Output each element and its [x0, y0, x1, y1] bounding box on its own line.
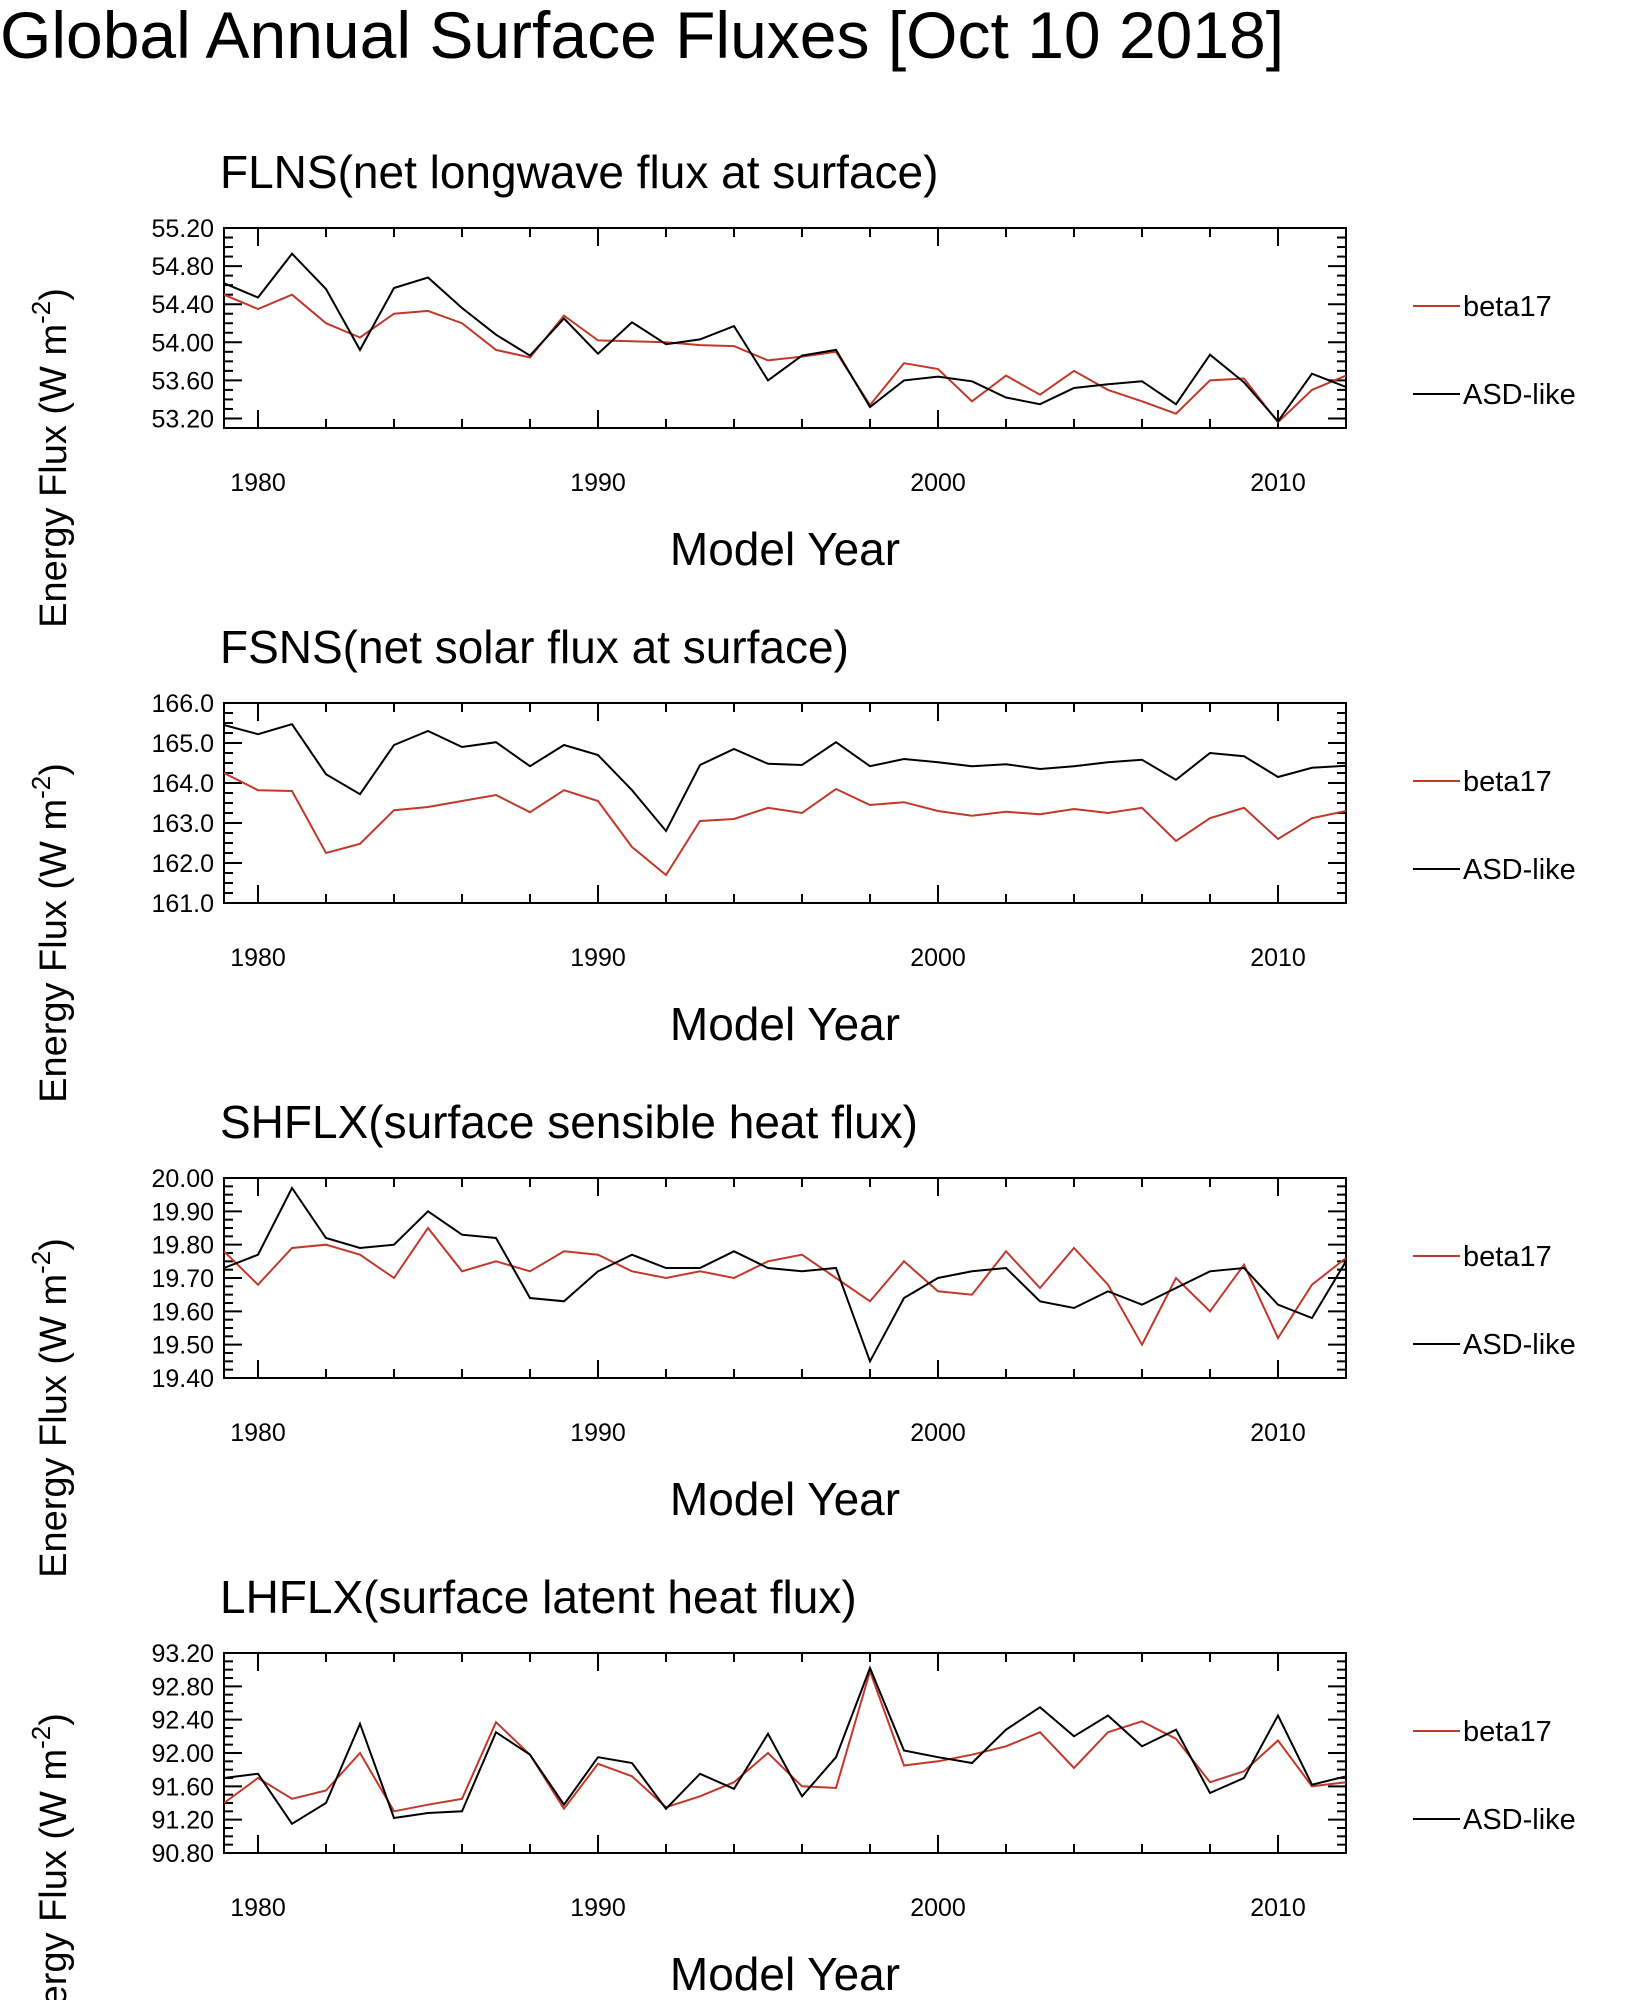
- x-tick-label: 1980: [230, 469, 286, 497]
- y-tick-label: 19.70: [151, 1265, 214, 1293]
- series-line-asd-like: [223, 252, 1347, 423]
- y-tick-label: 53.20: [151, 405, 214, 433]
- y-tick-label: 163.0: [151, 810, 214, 838]
- y-tick-label: 92.00: [151, 1740, 214, 1768]
- panel-1: FLNS(net longwave flux at surface) Energy…: [26, 146, 1576, 628]
- series-line-beta17: [223, 1226, 1347, 1347]
- y-tick-label: 55.20: [151, 215, 214, 243]
- y-tick-label: 165.0: [151, 730, 214, 758]
- y-axis-label: Energy Flux (W m-2): [26, 1713, 75, 2000]
- y-tick-label: 54.00: [151, 329, 214, 357]
- y-tick-label: 54.40: [151, 291, 214, 319]
- series-line-asd-like: [223, 1665, 1347, 1826]
- y-tick-label: 19.40: [151, 1365, 214, 1393]
- legend-label: beta17: [1463, 1716, 1552, 1748]
- panel-title: FSNS(net solar flux at surface): [220, 621, 849, 673]
- y-tick-label: 54.80: [151, 253, 214, 281]
- y-tick-label: 20.00: [151, 1165, 214, 1193]
- y-tick-label: 91.20: [151, 1807, 214, 1835]
- x-tick-label: 2010: [1250, 944, 1306, 972]
- x-tick-label: 1990: [570, 944, 626, 972]
- x-tick-label: 2000: [910, 1419, 966, 1447]
- panel-2: FSNS(net solar flux at surface) Energy Fl…: [26, 621, 1576, 1103]
- x-tick-label: 1990: [570, 1419, 626, 1447]
- x-tick-label: 2010: [1250, 469, 1306, 497]
- y-axis-label: Energy Flux (W m-2): [26, 1238, 75, 1578]
- panel-3: SHFLX(surface sensible heat flux) Energy …: [26, 1096, 1576, 1578]
- legend-label: ASD-like: [1463, 1804, 1576, 1836]
- x-tick-label: 1980: [230, 944, 286, 972]
- x-tick-label: 1990: [570, 1894, 626, 1922]
- x-tick-label: 2000: [910, 944, 966, 972]
- x-axis-label: Model Year: [670, 523, 900, 575]
- legend-label: ASD-like: [1463, 1329, 1576, 1361]
- legend-label: ASD-like: [1463, 854, 1576, 886]
- series-line-beta17: [223, 772, 1347, 877]
- series-line-asd-like: [223, 723, 1347, 833]
- y-axis-label: Energy Flux (W m-2): [26, 288, 75, 628]
- x-axis-label: Model Year: [670, 998, 900, 1050]
- series-line-asd-like: [223, 1186, 1347, 1364]
- figure-title: Global Annual Surface Fluxes [Oct 10 201…: [0, 0, 1284, 72]
- y-tick-label: 19.90: [151, 1198, 214, 1226]
- legend-label: ASD-like: [1463, 379, 1576, 411]
- x-tick-label: 1990: [570, 469, 626, 497]
- x-tick-label: 1980: [230, 1894, 286, 1922]
- y-tick-label: 91.60: [151, 1773, 214, 1801]
- legend-label: beta17: [1463, 291, 1552, 323]
- y-tick-label: 164.0: [151, 770, 214, 798]
- series-line-beta17: [223, 1668, 1347, 1813]
- panel-title: FLNS(net longwave flux at surface): [220, 146, 938, 198]
- panel-title: LHFLX(surface latent heat flux): [220, 1571, 857, 1623]
- legend-label: beta17: [1463, 766, 1552, 798]
- plot-frame: [223, 1652, 1347, 1854]
- panel-title: SHFLX(surface sensible heat flux): [220, 1096, 918, 1148]
- y-tick-label: 161.0: [151, 890, 214, 918]
- y-tick-label: 93.20: [151, 1640, 214, 1668]
- x-tick-label: 2000: [910, 469, 966, 497]
- y-axis-label: Energy Flux (W m-2): [26, 763, 75, 1103]
- x-tick-label: 1980: [230, 1419, 286, 1447]
- y-tick-label: 162.0: [151, 850, 214, 878]
- y-tick-label: 19.60: [151, 1298, 214, 1326]
- plot-frame: [223, 702, 1347, 904]
- y-tick-label: 166.0: [151, 690, 214, 718]
- x-axis-label: Model Year: [670, 1473, 900, 1525]
- y-tick-label: 90.80: [151, 1840, 214, 1868]
- plot-frame: [223, 227, 1347, 429]
- x-tick-label: 2010: [1250, 1894, 1306, 1922]
- panel-4: LHFLX(surface latent heat flux) Energy Fl…: [26, 1571, 1576, 2005]
- series-line-beta17: [223, 293, 1347, 424]
- x-tick-label: 2000: [910, 1894, 966, 1922]
- y-tick-label: 92.80: [151, 1673, 214, 1701]
- x-tick-label: 2010: [1250, 1419, 1306, 1447]
- y-tick-label: 92.40: [151, 1707, 214, 1735]
- legend-label: beta17: [1463, 1241, 1552, 1273]
- y-tick-label: 19.80: [151, 1232, 214, 1260]
- y-tick-label: 53.60: [151, 367, 214, 395]
- y-tick-label: 19.50: [151, 1332, 214, 1360]
- x-axis-label: Model Year: [670, 1948, 900, 2000]
